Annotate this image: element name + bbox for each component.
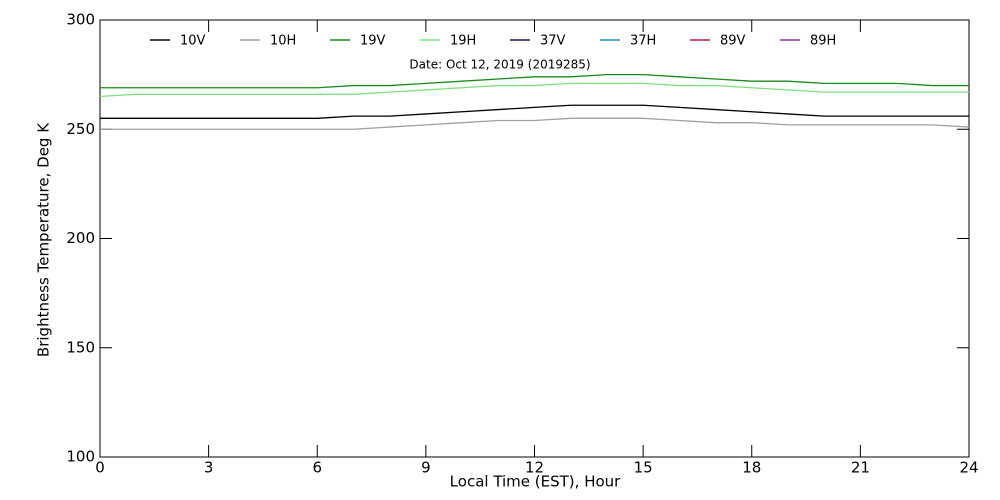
legend-label: 37H (630, 34, 656, 49)
x-tick-label: 0 (95, 459, 105, 477)
x-tick-label: 6 (312, 459, 322, 477)
x-tick-label: 18 (742, 459, 761, 477)
y-tick-label: 200 (66, 229, 95, 247)
x-tick-label: 3 (204, 459, 214, 477)
chart-subtitle: Date: Oct 12, 2019 (2019285) (409, 58, 590, 72)
series-line (99, 82, 969, 98)
y-tick-label: 300 (66, 11, 95, 29)
legend-label: 19V (360, 34, 386, 49)
legend-label: 19H (450, 34, 476, 49)
x-tick-label: 21 (851, 459, 870, 477)
legend-label: 10H (270, 34, 296, 49)
y-tick-label: 100 (66, 448, 95, 466)
x-tick-label: 9 (421, 459, 431, 477)
y-tick-label: 150 (66, 338, 95, 356)
y-axis-label: Brightness Temperature, Deg K (35, 122, 53, 357)
x-tick-label: 15 (634, 459, 653, 477)
x-axis-label: Local Time (EST), Hour (450, 473, 621, 491)
x-tick-label: 24 (959, 459, 978, 477)
series-line (100, 73, 969, 89)
series-line (100, 104, 969, 119)
x-tick-label: 12 (525, 459, 544, 477)
y-tick-label: 250 (66, 120, 95, 138)
legend-label: 10V (180, 34, 206, 49)
legend-label: 37V (540, 34, 566, 49)
legend-label: 89V (720, 34, 746, 49)
legend-label: 89H (810, 34, 836, 49)
series-line (100, 117, 970, 130)
